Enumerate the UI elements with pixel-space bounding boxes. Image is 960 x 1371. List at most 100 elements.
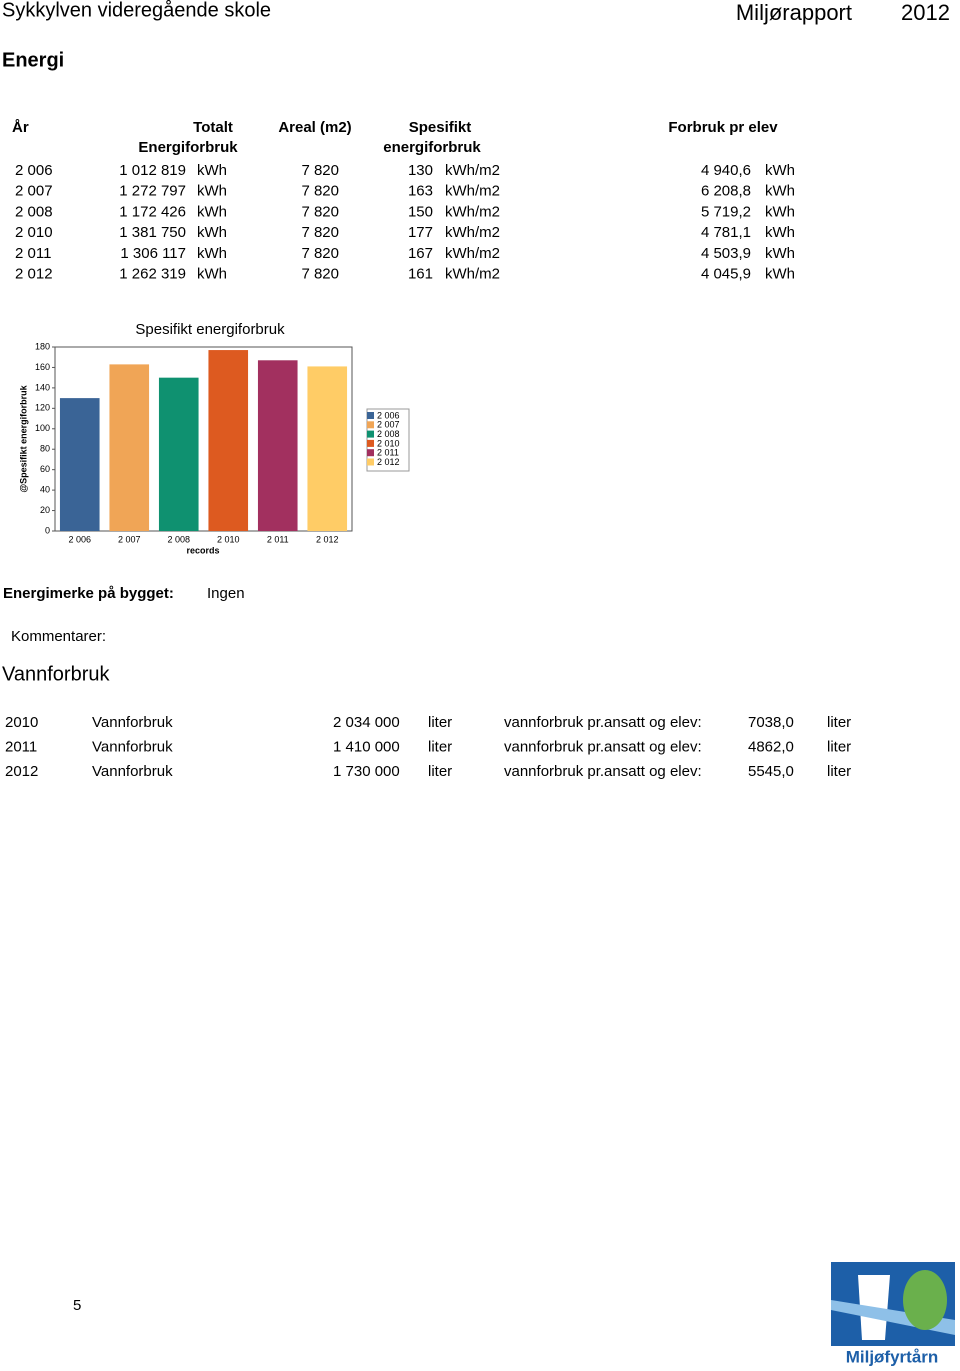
table-cell: 150	[408, 203, 433, 220]
logo: Miljøfyrtårn	[831, 1262, 955, 1366]
table-cell: kWh	[765, 265, 795, 282]
table-cell: kWh/m2	[445, 224, 500, 241]
bar	[59, 398, 100, 531]
table-header: Areal (m2)	[278, 119, 351, 136]
legend-swatch	[367, 439, 374, 447]
y-tick-label: 140	[35, 382, 50, 392]
logo-leaf	[903, 1270, 947, 1330]
table-cell: 6 208,8	[701, 183, 751, 200]
table-cell: kWh	[765, 162, 795, 179]
report-title: Miljørapport	[736, 0, 852, 25]
table-header: energiforbruk	[383, 139, 481, 156]
table-cell: 7038,0	[748, 714, 794, 731]
table-cell: kWh	[197, 224, 227, 241]
table-cell: 4 781,1	[701, 224, 751, 241]
legend-swatch	[367, 458, 374, 466]
table-cell: 7 820	[301, 265, 339, 282]
y-tick-label: 60	[40, 464, 50, 474]
table-cell: kWh/m2	[445, 183, 500, 200]
table-cell: 4862,0	[748, 738, 794, 755]
table-cell: 2 012	[15, 265, 53, 282]
table-cell: kWh	[197, 183, 227, 200]
table-cell: 2 006	[15, 162, 53, 179]
x-axis-label: records	[186, 545, 219, 555]
y-tick-label: 80	[40, 444, 50, 454]
table-cell: Vannforbruk	[92, 738, 173, 755]
table-cell: Vannforbruk	[92, 714, 173, 731]
table-cell: 1 306 117	[120, 245, 186, 262]
legend-label: 2 012	[377, 457, 400, 467]
table-cell: vannforbruk pr.ansatt og elev:	[504, 763, 702, 780]
table-cell: 5545,0	[748, 763, 794, 780]
section-title: Energi	[2, 49, 64, 71]
table-cell: kWh	[197, 265, 227, 282]
legend-label: 2 006	[377, 410, 400, 420]
section-title: Vannforbruk	[2, 663, 110, 685]
table-cell: liter	[428, 714, 452, 731]
y-tick-label: 0	[45, 525, 50, 535]
table-cell: 167	[408, 245, 433, 262]
x-tick-label: 2 011	[267, 534, 289, 544]
table-cell: kWh	[197, 245, 227, 262]
chart-title: Spesifikt energiforbruk	[135, 321, 285, 338]
bar	[208, 350, 249, 531]
legend-swatch	[367, 412, 374, 419]
table-cell: 2010	[5, 714, 38, 731]
table-header: Energiforbruk	[138, 139, 238, 156]
table-cell: 163	[408, 183, 433, 200]
table-cell: 130	[408, 162, 433, 179]
plot-frame	[54, 346, 353, 532]
comments-label: Kommentarer:	[11, 628, 106, 645]
y-axis-label: @Spesifikt energiforbruk	[18, 384, 28, 492]
table-cell: liter	[827, 738, 851, 755]
table-cell: liter	[428, 738, 452, 755]
table-cell: 2011	[5, 738, 37, 755]
x-tick-label: 2 012	[316, 534, 339, 544]
table-cell: 2 010	[15, 224, 53, 241]
table-cell: 1 262 319	[119, 265, 186, 282]
table-header: År	[12, 119, 29, 136]
bar	[158, 377, 199, 531]
table-cell: 1 730 000	[333, 763, 400, 780]
table-cell: 7 820	[301, 183, 339, 200]
table-cell: 4 940,6	[701, 162, 751, 179]
table-cell: 7 820	[301, 203, 339, 220]
legend-label: 2 011	[377, 448, 399, 458]
page-number: 5	[73, 1297, 81, 1314]
legend-label: 2 010	[377, 438, 400, 448]
table-cell: 177	[408, 224, 433, 241]
table-cell: liter	[827, 714, 851, 731]
table-cell: kWh	[765, 183, 795, 200]
table-cell: kWh/m2	[445, 245, 500, 262]
table-cell: kWh/m2	[445, 265, 500, 282]
table-cell: 4 045,9	[701, 265, 751, 282]
table-cell: 2 034 000	[333, 714, 400, 731]
table-cell: kWh/m2	[445, 162, 500, 179]
y-tick-label: 120	[35, 403, 50, 413]
table-header: Totalt	[193, 119, 233, 136]
bar	[109, 364, 150, 531]
table-cell: 2 011	[15, 245, 51, 262]
legend-label: 2 007	[377, 420, 400, 430]
table-cell: 7 820	[301, 162, 339, 179]
table-cell: 1 381 750	[119, 224, 186, 241]
table-cell: 2 007	[15, 183, 53, 200]
table-cell: 1 410 000	[333, 738, 400, 755]
table-cell: 7 820	[301, 245, 339, 262]
energy-label-label: Energimerke på bygget:	[3, 585, 174, 602]
table-cell: kWh	[765, 224, 795, 241]
table-header: Forbruk pr elev	[668, 119, 778, 136]
x-tick-label: 2 008	[167, 534, 190, 544]
bar	[307, 366, 348, 531]
table-cell: kWh	[197, 203, 227, 220]
report-year: 2012	[901, 0, 950, 25]
legend-swatch	[367, 421, 374, 429]
table-cell: kWh	[765, 203, 795, 220]
logo-text: Miljøfyrtårn	[846, 1347, 939, 1366]
table-cell: kWh	[765, 245, 795, 262]
table-cell: liter	[827, 763, 851, 780]
table-cell: 1 272 797	[119, 183, 186, 200]
table-cell: kWh/m2	[445, 203, 500, 220]
y-tick-label: 40	[40, 484, 50, 494]
